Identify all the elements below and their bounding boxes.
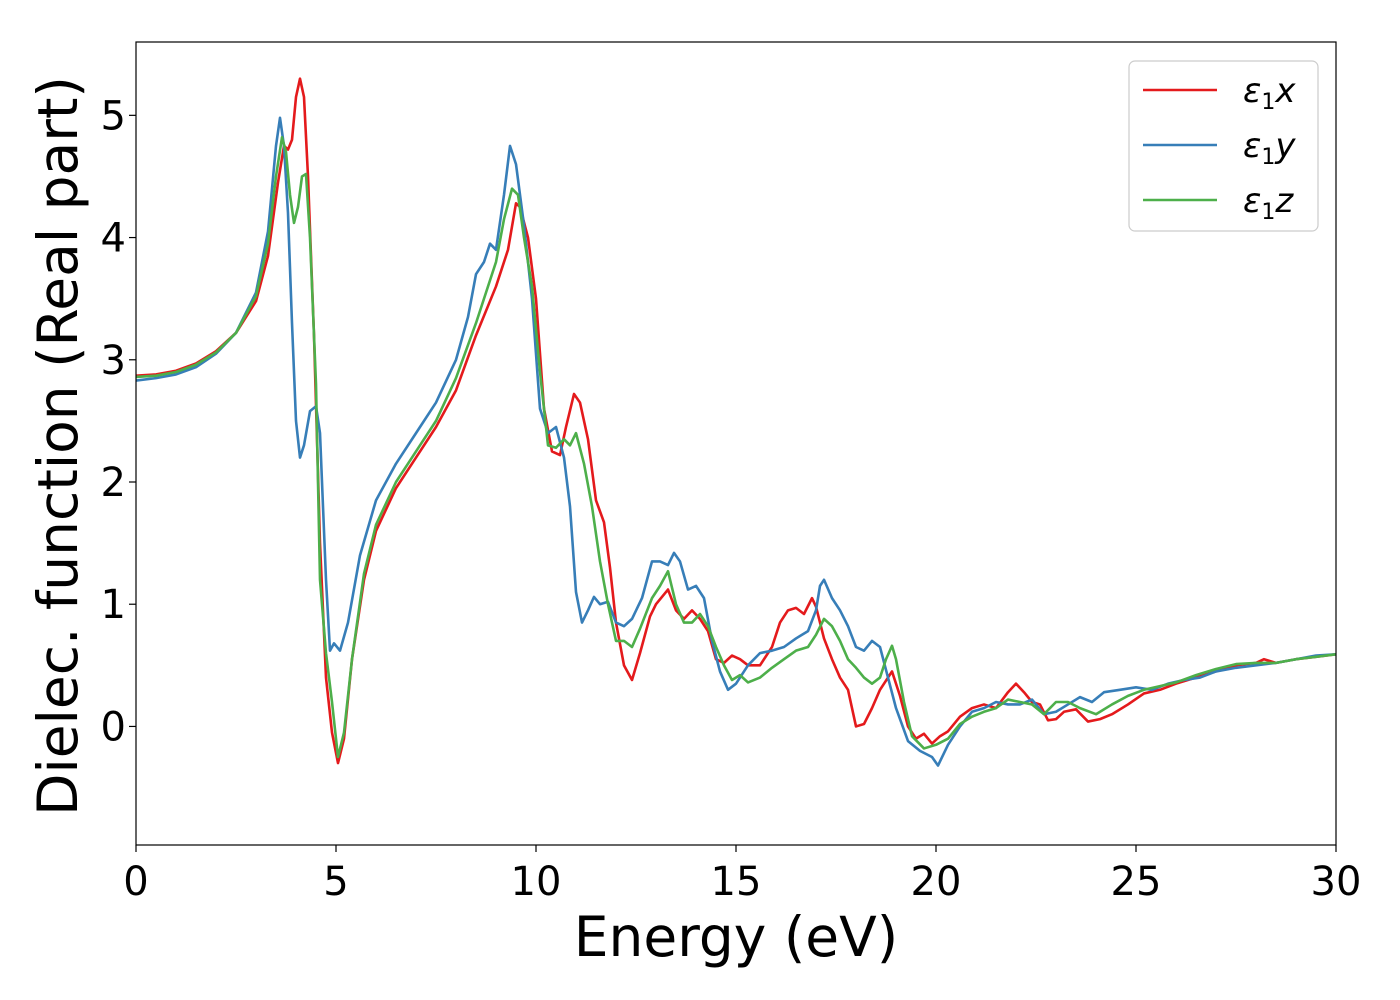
- y-tick-label: 5: [101, 93, 126, 139]
- x-tick-label: 25: [1111, 859, 1162, 905]
- x-tick-label: 0: [123, 859, 148, 905]
- y-axis-title: Dielec. function (Real part): [26, 76, 90, 816]
- y-tick-label: 4: [101, 216, 126, 262]
- x-tick-label: 10: [511, 859, 562, 905]
- legend-label-z: ε1z: [1243, 181, 1294, 225]
- y-tick-label: 2: [101, 460, 126, 506]
- y-tick-label: 1: [101, 582, 126, 628]
- series-line-y: [136, 116, 1336, 767]
- x-tick-label: 5: [323, 859, 348, 905]
- legend-box: [1128, 60, 1319, 232]
- y-tick-label: 3: [101, 338, 126, 384]
- y-tick-label: 0: [101, 704, 126, 750]
- x-axis-title: Energy (eV): [574, 905, 898, 969]
- x-tick-label: 30: [1311, 859, 1362, 905]
- legend: ε1x ε1y ε1z: [1128, 60, 1319, 232]
- legend-label-y: ε1y: [1243, 126, 1296, 170]
- legend-label-x: ε1x: [1243, 71, 1296, 115]
- tick-layer: 0 5 10 15 20 25 30 0 1 2 3 4 5: [101, 93, 1362, 905]
- x-tick-label: 20: [911, 859, 962, 905]
- series-line-z: [136, 136, 1336, 759]
- series-layer: [136, 77, 1336, 767]
- x-tick-label: 15: [711, 859, 762, 905]
